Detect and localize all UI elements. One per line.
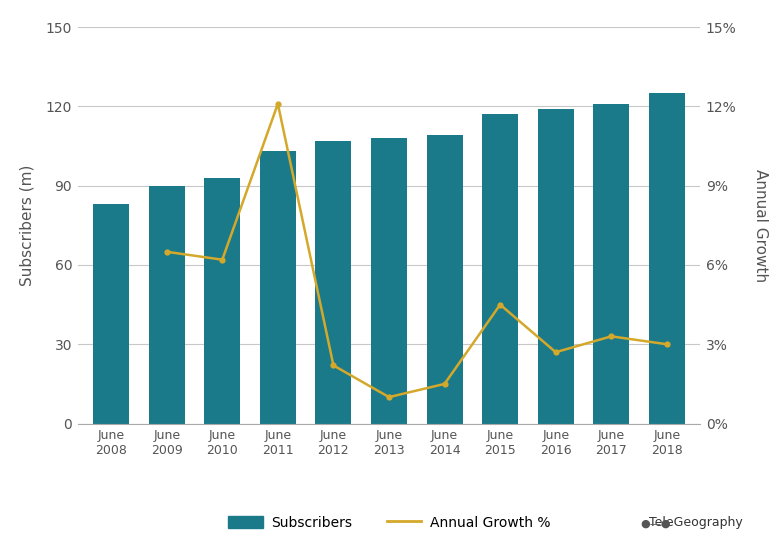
Bar bbox=[149, 186, 185, 424]
Legend: Subscribers, Annual Growth %: Subscribers, Annual Growth % bbox=[223, 510, 555, 535]
Text: ●—●: ●—● bbox=[640, 519, 671, 529]
Y-axis label: Subscribers (m): Subscribers (m) bbox=[19, 165, 35, 286]
Bar bbox=[205, 178, 240, 424]
Bar bbox=[260, 151, 296, 424]
Bar bbox=[594, 104, 629, 424]
Bar bbox=[538, 109, 573, 424]
Bar bbox=[93, 204, 129, 424]
Bar bbox=[482, 115, 518, 424]
Bar bbox=[315, 141, 352, 424]
Bar bbox=[371, 138, 407, 424]
Text: TeleGeography: TeleGeography bbox=[649, 516, 743, 529]
Bar bbox=[426, 136, 463, 424]
Y-axis label: Annual Growth: Annual Growth bbox=[753, 169, 768, 282]
Bar bbox=[649, 93, 685, 424]
